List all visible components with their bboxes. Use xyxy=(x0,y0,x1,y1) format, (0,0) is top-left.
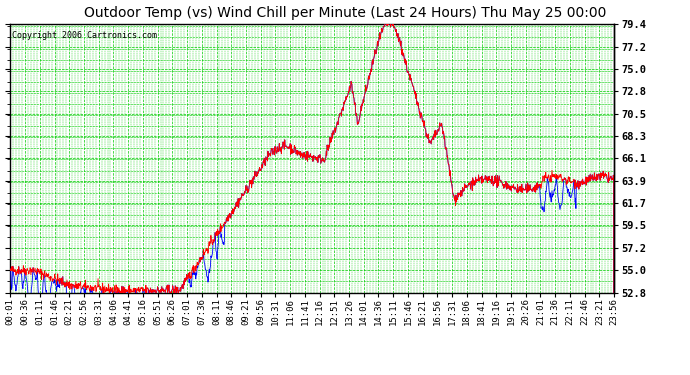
Text: Outdoor Temp (vs) Wind Chill per Minute (Last 24 Hours) Thu May 25 00:00: Outdoor Temp (vs) Wind Chill per Minute … xyxy=(83,6,607,20)
Text: Copyright 2006 Cartronics.com: Copyright 2006 Cartronics.com xyxy=(12,31,157,40)
